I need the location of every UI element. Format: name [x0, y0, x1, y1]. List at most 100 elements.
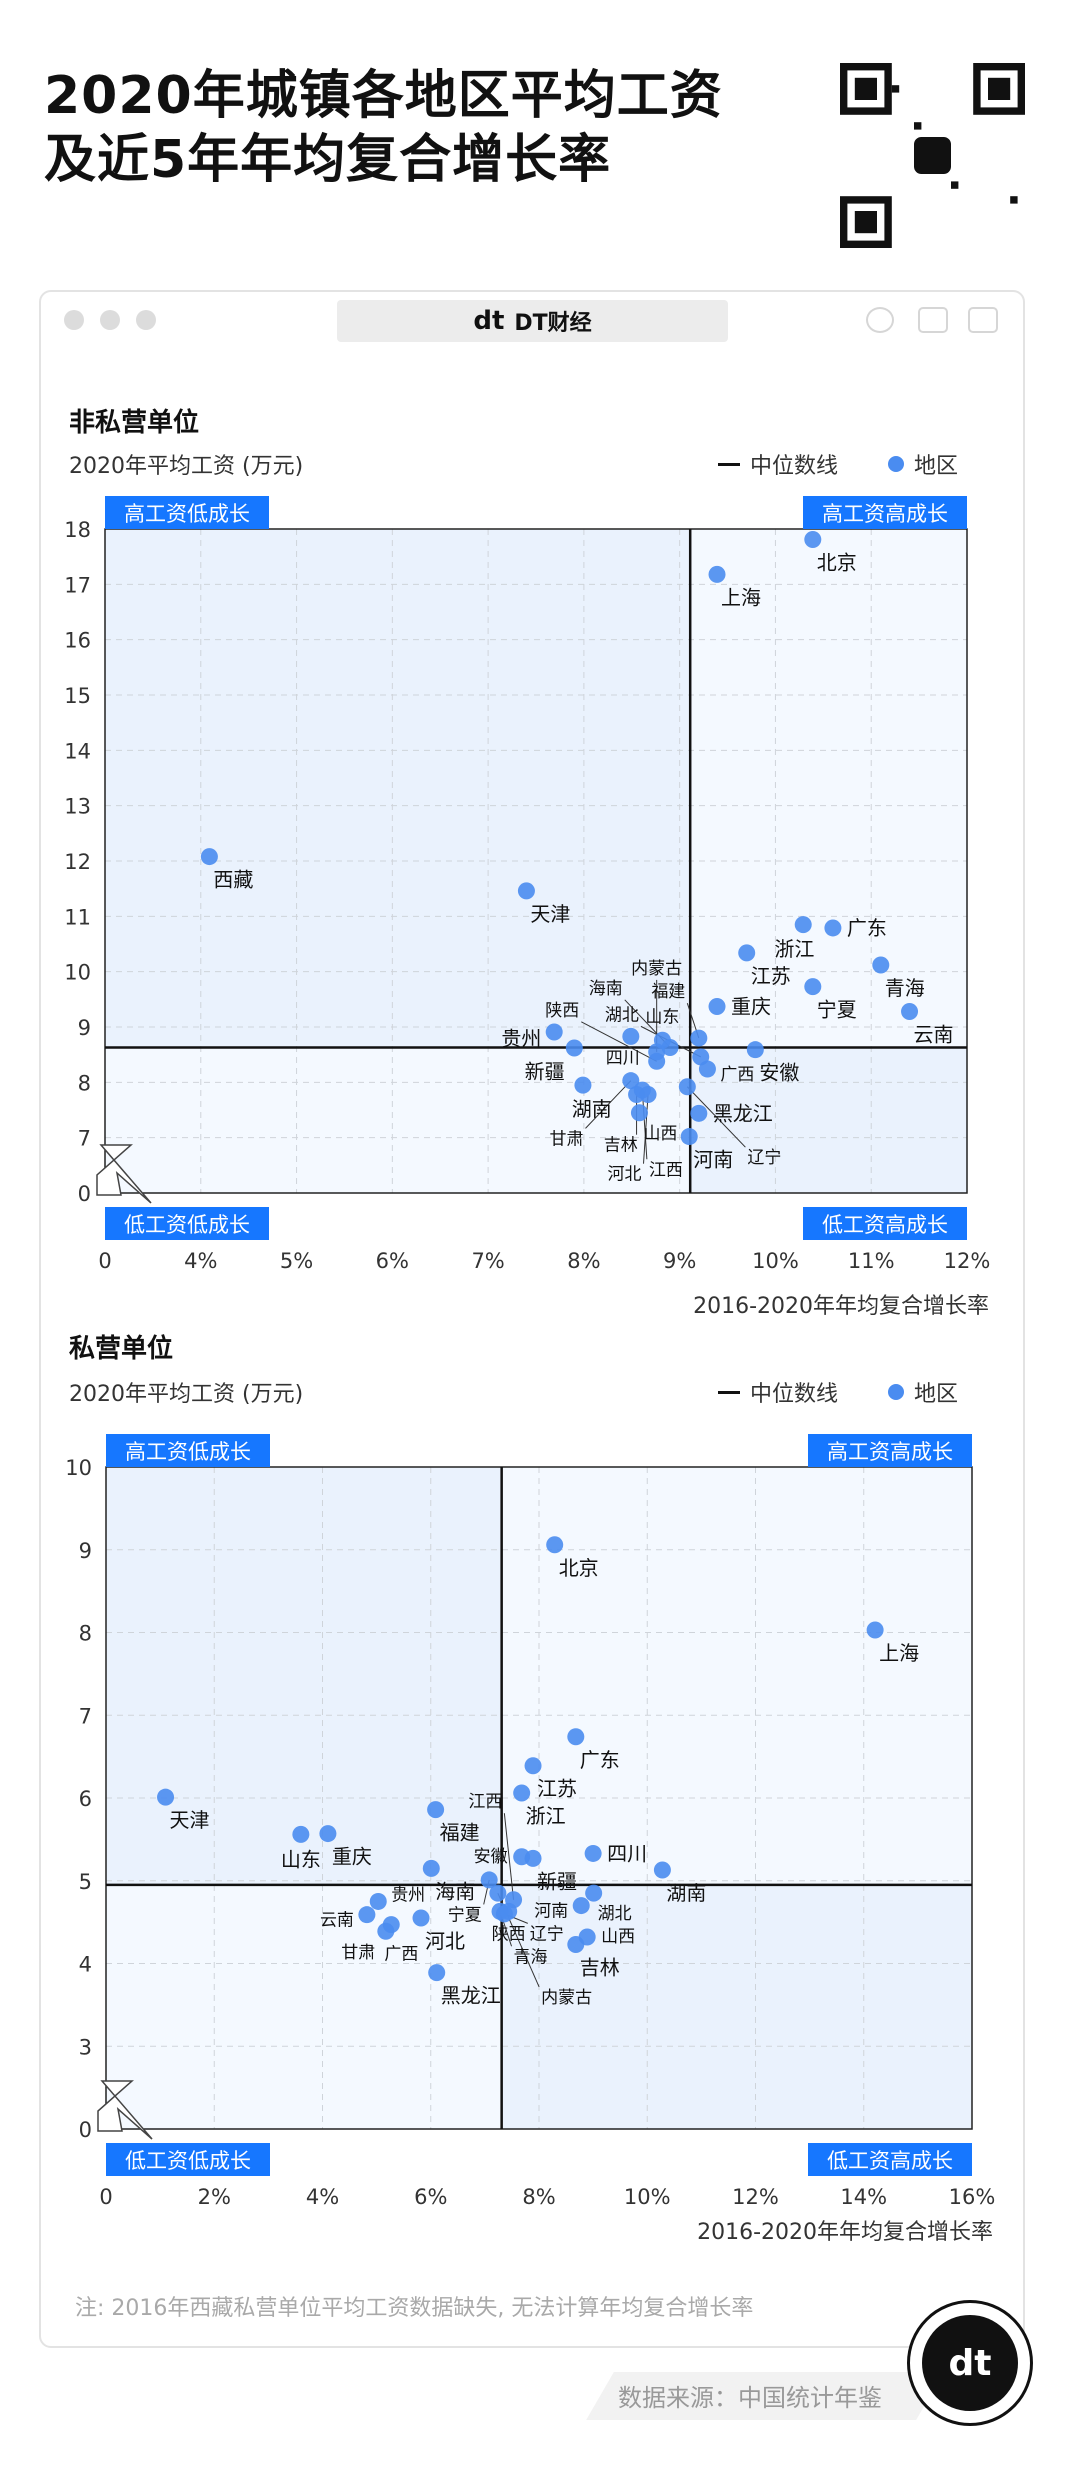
- x-tick-label: 0: [98, 1249, 111, 1273]
- data-point: [292, 1825, 310, 1843]
- leader-line: [581, 1021, 657, 1062]
- point-label: 山西: [643, 1124, 677, 1144]
- point-label: 安徽: [759, 1061, 799, 1085]
- x-tick-label: 12%: [732, 2185, 779, 2209]
- point-label: 贵州: [391, 1885, 425, 1905]
- data-point: [690, 1029, 708, 1047]
- data-point: [639, 1086, 657, 1104]
- window-icon: [968, 307, 998, 333]
- point-label: 江西: [649, 1160, 683, 1180]
- point-label: 陕西: [545, 1001, 579, 1021]
- point-label: 北京: [817, 551, 857, 575]
- chart1-plot: 0 4% 5% 6% 7% 8% 9% 10% 11% 12% 0 7 8 9 10 11 12 13 14 15 16…: [64, 496, 990, 1273]
- leader-line: [503, 1813, 515, 1900]
- quadrant-bl-label: 低工资低成长: [124, 1213, 250, 1237]
- data-point: [524, 1757, 542, 1775]
- y-tick-label: 9: [79, 1539, 92, 1563]
- x-tick-label: 11%: [848, 1249, 895, 1273]
- point-label: 广西: [720, 1065, 754, 1085]
- data-point: [794, 916, 812, 934]
- y-tick-label: 7: [78, 1127, 91, 1151]
- plot-border: [104, 528, 968, 1194]
- qr-finder: [973, 63, 1025, 115]
- qr-module: [951, 181, 959, 189]
- point-label: 北京: [559, 1556, 599, 1580]
- point-label: 青海: [885, 976, 925, 1000]
- point-label: 安徽: [474, 1847, 508, 1867]
- x-tick-label: 16%: [949, 2185, 996, 2209]
- point-label: 山东: [281, 1847, 321, 1871]
- quadrant-bl-badge: [105, 1207, 269, 1240]
- qr-module: [1010, 196, 1018, 204]
- data-point: [585, 1884, 603, 1902]
- point-label: 河北: [608, 1165, 642, 1185]
- data-point: [524, 1849, 542, 1867]
- point-label: 新疆: [525, 1059, 565, 1083]
- chart-window: [39, 290, 1025, 2348]
- x-tick-label: 6%: [376, 1249, 409, 1273]
- record-icon: [866, 307, 894, 333]
- x-tick-label: 6%: [414, 2185, 447, 2209]
- data-point: [661, 1038, 679, 1056]
- y-tick-label: 5: [79, 1870, 92, 1894]
- point-label: 天津: [530, 902, 570, 926]
- data-point: [565, 1039, 583, 1057]
- quadrant-tr-badge: [803, 496, 967, 529]
- data-point: [866, 1621, 884, 1639]
- x-tick-label: 2%: [198, 2185, 231, 2209]
- data-point: [567, 1935, 585, 1953]
- point-label: 河南: [693, 1148, 733, 1172]
- data-point: [572, 1897, 590, 1915]
- data-source: 数据来源：中国统计年鉴: [618, 2384, 882, 2412]
- plot-border: [105, 1466, 973, 2130]
- x-tick-label: 7%: [471, 1249, 504, 1273]
- quadrant-high-high: [690, 529, 967, 1048]
- qr-finder-center: [988, 77, 1011, 100]
- y-tick-label: 10: [64, 961, 91, 985]
- quadrant-low-high: [501, 1884, 972, 2129]
- point-label: 四川: [606, 1049, 640, 1069]
- legend-region: 地区: [914, 1382, 959, 1407]
- data-point: [513, 1784, 531, 1802]
- region-dot-swatch: [888, 456, 905, 472]
- quadrant-br-label: 低工资高成长: [827, 2149, 953, 2173]
- window-title-bar: dt DT财经: [337, 300, 728, 342]
- point-label: 新疆: [537, 1869, 577, 1893]
- y-tick-label: 9: [78, 1016, 91, 1040]
- data-point: [495, 1905, 513, 1923]
- y-tick-label: 8: [78, 1071, 91, 1095]
- data-point: [319, 1825, 337, 1843]
- data-point: [427, 1801, 445, 1819]
- axis-break-icon: [96, 1144, 152, 1204]
- quadrant-br-badge: [808, 2143, 972, 2176]
- qr-logo: [914, 137, 951, 174]
- y-tick-label: 15: [64, 684, 91, 708]
- brand-name: DT财经: [514, 311, 592, 336]
- point-label: 云南: [320, 1911, 354, 1931]
- point-label: 吉林: [604, 1136, 638, 1156]
- point-label: 黑龙江: [441, 1984, 501, 2008]
- point-label: 内蒙古: [631, 959, 682, 979]
- leader-line: [686, 1086, 746, 1148]
- median-line-swatch: [718, 462, 740, 466]
- point-label: 河北: [425, 1929, 465, 1953]
- data-point: [680, 1128, 698, 1146]
- data-point: [901, 1003, 919, 1021]
- y-tick-label: 4: [79, 1953, 92, 1977]
- legend-region: 地区: [914, 454, 959, 479]
- y-tick-label: 14: [64, 739, 91, 763]
- qr-module: [891, 85, 900, 93]
- point-label: 上海: [721, 585, 761, 609]
- point-label: 山东: [645, 1007, 679, 1027]
- point-label: 辽宁: [530, 1924, 564, 1944]
- point-label: 四川: [607, 1841, 647, 1865]
- quadrant-br-label: 低工资高成长: [822, 1213, 948, 1237]
- point-label: 甘肃: [341, 1943, 375, 1963]
- point-label: 吉林: [580, 1955, 620, 1979]
- x-tick-label: 4%: [184, 1249, 217, 1273]
- point-label: 浙江: [774, 937, 814, 961]
- data-point: [653, 1861, 671, 1879]
- close-icon: [64, 310, 84, 330]
- point-label: 贵州: [501, 1026, 541, 1050]
- quadrant-low-high: [690, 1047, 967, 1193]
